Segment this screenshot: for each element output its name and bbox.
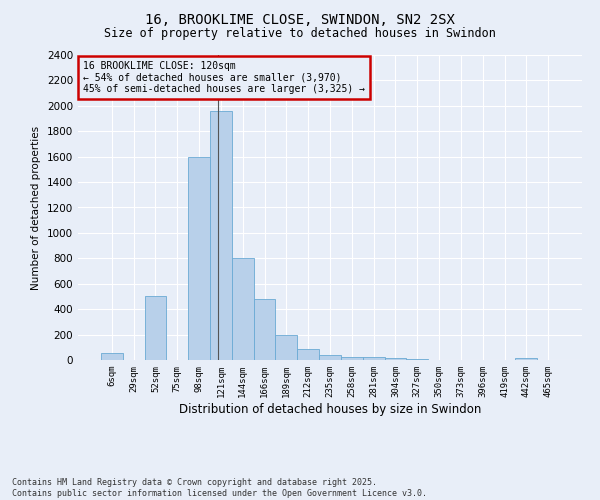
Bar [254, 299, 275, 360]
Bar [385, 358, 406, 360]
Text: 16 BROOKLIME CLOSE: 120sqm
← 54% of detached houses are smaller (3,970)
45% of s: 16 BROOKLIME CLOSE: 120sqm ← 54% of deta… [83, 61, 365, 94]
Bar [406, 359, 428, 360]
Bar [341, 357, 363, 360]
Bar [275, 335, 297, 360]
Y-axis label: Number of detached properties: Number of detached properties [31, 126, 41, 290]
Bar [210, 111, 232, 360]
Text: Size of property relative to detached houses in Swindon: Size of property relative to detached ho… [104, 28, 496, 40]
Bar [515, 358, 537, 360]
Bar [101, 353, 123, 360]
X-axis label: Distribution of detached houses by size in Swindon: Distribution of detached houses by size … [179, 402, 481, 415]
Text: Contains HM Land Registry data © Crown copyright and database right 2025.
Contai: Contains HM Land Registry data © Crown c… [12, 478, 427, 498]
Text: 16, BROOKLIME CLOSE, SWINDON, SN2 2SX: 16, BROOKLIME CLOSE, SWINDON, SN2 2SX [145, 12, 455, 26]
Bar [297, 349, 319, 360]
Bar [145, 296, 166, 360]
Bar [363, 358, 385, 360]
Bar [188, 156, 210, 360]
Bar [232, 258, 254, 360]
Bar [319, 355, 341, 360]
